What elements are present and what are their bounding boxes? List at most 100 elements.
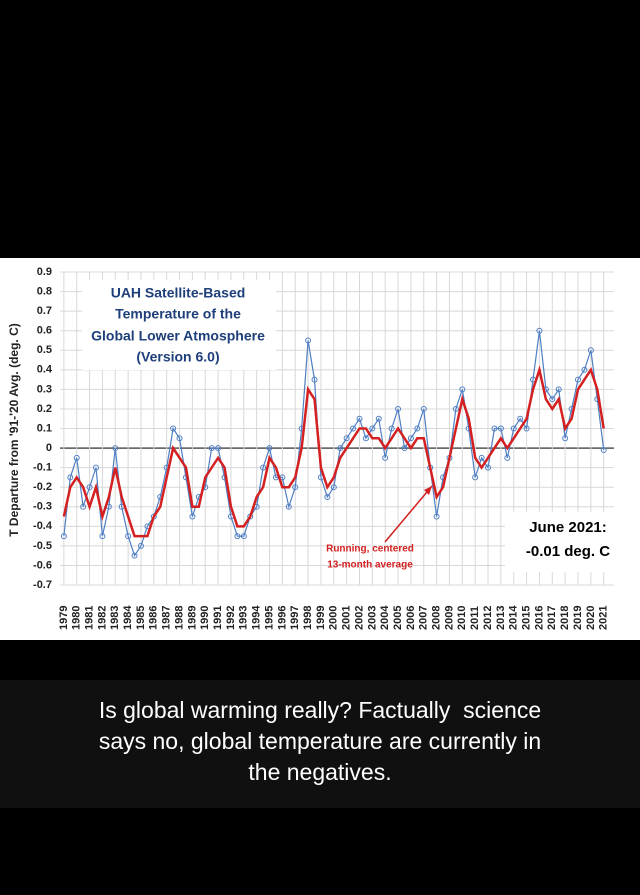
x-tick-label: 1990 bbox=[199, 606, 211, 630]
x-tick-label: 1983 bbox=[109, 606, 121, 630]
x-tick-label: 2020 bbox=[585, 606, 597, 630]
data-point bbox=[575, 376, 582, 383]
annotation: June 2021: bbox=[529, 519, 607, 536]
x-tick-label: 2003 bbox=[366, 606, 378, 630]
data-point bbox=[137, 542, 144, 549]
x-tick-label: 2011 bbox=[469, 606, 481, 630]
x-tick-label: 1985 bbox=[135, 606, 147, 630]
data-point bbox=[362, 435, 369, 442]
data-point bbox=[407, 435, 414, 442]
y-tick-label: 0.8 bbox=[37, 285, 52, 297]
data-point bbox=[92, 464, 99, 471]
data-point bbox=[369, 425, 376, 432]
data-point bbox=[350, 425, 357, 432]
y-tick-label: 0.5 bbox=[37, 344, 52, 356]
caption: the negatives. bbox=[248, 759, 391, 785]
data-point bbox=[60, 533, 67, 540]
label-box bbox=[505, 512, 630, 572]
data-point bbox=[234, 533, 241, 540]
data-point bbox=[600, 447, 607, 454]
data-point bbox=[497, 425, 504, 432]
data-point bbox=[459, 386, 466, 393]
y-tick-label: 0.2 bbox=[37, 403, 52, 415]
x-tick-label: 2002 bbox=[353, 606, 365, 630]
x-tick-label: 2015 bbox=[521, 606, 533, 630]
x-tick-label: 2004 bbox=[379, 605, 391, 630]
data-point bbox=[517, 415, 524, 422]
x-tick-label: 2001 bbox=[341, 606, 353, 630]
y-axis-label: T Departure from '91-'20 Avg. (deg. C) bbox=[7, 323, 21, 537]
data-point bbox=[99, 533, 106, 540]
arrow-head bbox=[424, 486, 432, 495]
data-point bbox=[86, 484, 93, 491]
data-point bbox=[382, 454, 389, 461]
x-tick-label: 2009 bbox=[443, 606, 455, 630]
annotation: Running, centered bbox=[326, 544, 414, 555]
grid bbox=[60, 271, 614, 586]
x-tick-label: 2014 bbox=[508, 605, 520, 630]
y-tick-label: 0.3 bbox=[37, 383, 52, 395]
data-point bbox=[266, 445, 273, 452]
x-tick-label: 1986 bbox=[148, 606, 160, 630]
data-point bbox=[330, 484, 337, 491]
data-point bbox=[337, 445, 344, 452]
chart-title: UAH Satellite-Based bbox=[111, 285, 246, 301]
data-point bbox=[131, 552, 138, 559]
x-tick-label: 1982 bbox=[96, 606, 108, 630]
x-tick-label: 2005 bbox=[392, 606, 404, 630]
y-tick-label: 0.1 bbox=[37, 422, 52, 434]
y-tick-label: -0.3 bbox=[33, 501, 52, 513]
x-tick-label: 1984 bbox=[122, 605, 134, 630]
x-tick-label: 2021 bbox=[598, 606, 610, 630]
y-tick-label: 0.7 bbox=[37, 305, 52, 317]
data-point bbox=[73, 454, 80, 461]
y-tick-label: 0.4 bbox=[37, 364, 53, 376]
x-tick-label: 1980 bbox=[71, 606, 83, 630]
chart-title: Global Lower Atmosphere bbox=[91, 328, 265, 344]
data-point bbox=[523, 425, 530, 432]
data-point bbox=[215, 445, 222, 452]
data-point bbox=[125, 533, 132, 540]
data-point bbox=[356, 415, 363, 422]
data-point bbox=[485, 464, 492, 471]
plot bbox=[60, 327, 607, 559]
data-point bbox=[112, 445, 119, 452]
x-tick-label: 2008 bbox=[431, 606, 443, 630]
y-tick-label: -0.1 bbox=[33, 462, 52, 474]
data-point bbox=[176, 435, 183, 442]
x-tick-label: 1981 bbox=[83, 606, 95, 630]
data-point bbox=[452, 405, 459, 412]
data-point bbox=[478, 454, 485, 461]
data-point bbox=[414, 425, 421, 432]
caption-band bbox=[0, 680, 640, 808]
data-point bbox=[260, 464, 267, 471]
data-point bbox=[170, 425, 177, 432]
x-tick-label: 1996 bbox=[276, 606, 288, 630]
chart-title: (Version 6.0) bbox=[136, 349, 219, 365]
chart-title: Temperature of the bbox=[115, 306, 241, 322]
annotation: 13-month average bbox=[327, 560, 413, 571]
caption: Is global warming really? Factually scie… bbox=[99, 697, 541, 723]
data-point bbox=[311, 376, 318, 383]
caption: says no, global temperature are currentl… bbox=[99, 728, 541, 754]
y-tick-label: -0.6 bbox=[33, 559, 52, 571]
data-point bbox=[401, 445, 408, 452]
x-tick-label: 2018 bbox=[559, 606, 571, 630]
average-line bbox=[62, 365, 605, 538]
data-point bbox=[504, 454, 511, 461]
x-tick-label: 1979 bbox=[58, 606, 70, 630]
x-tick-label: 1998 bbox=[302, 606, 314, 630]
title-box bbox=[82, 280, 276, 370]
x-tick-label: 1994 bbox=[251, 605, 263, 630]
data-point bbox=[420, 405, 427, 412]
x-tick-label: 2006 bbox=[405, 606, 417, 630]
x-tick-label: 1988 bbox=[173, 606, 185, 630]
data-point bbox=[388, 425, 395, 432]
data-point bbox=[395, 405, 402, 412]
annotation-arrow bbox=[384, 485, 433, 543]
data-point bbox=[491, 425, 498, 432]
y-tick-label: -0.7 bbox=[33, 579, 52, 591]
data-point bbox=[562, 435, 569, 442]
x-tick-label: 2007 bbox=[418, 606, 430, 630]
